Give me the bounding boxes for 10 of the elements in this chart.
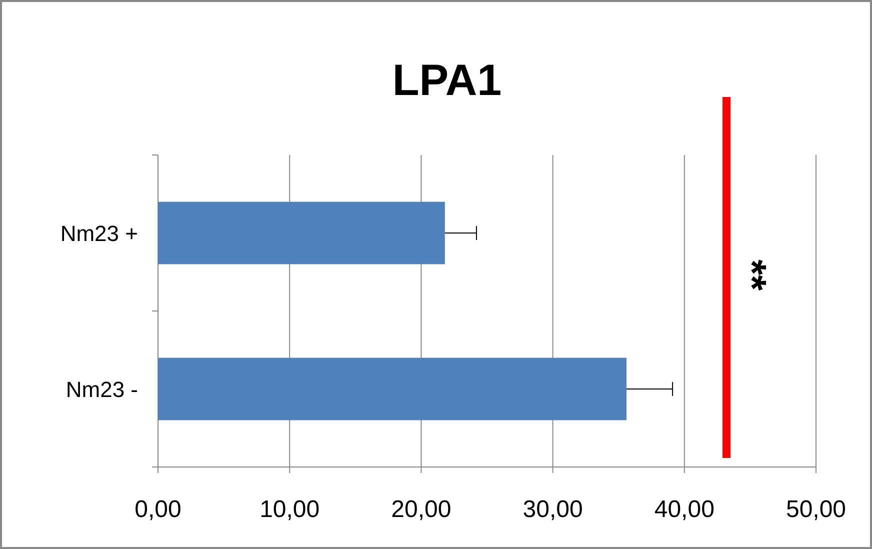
x-tick-label: 10,00 <box>260 496 320 523</box>
x-tick-label: 20,00 <box>391 496 452 523</box>
x-tick-label: 40,00 <box>654 496 714 523</box>
y-tick-label: Nm23 - <box>66 377 138 402</box>
y-tick-label: Nm23 + <box>60 221 138 246</box>
annotation: ** <box>730 259 774 291</box>
x-tick-label: 50,00 <box>786 496 846 523</box>
chart-title: LPA1 <box>392 56 502 105</box>
x-tick-label: 30,00 <box>522 496 583 523</box>
x-tick-label: 0,00 <box>134 496 182 523</box>
